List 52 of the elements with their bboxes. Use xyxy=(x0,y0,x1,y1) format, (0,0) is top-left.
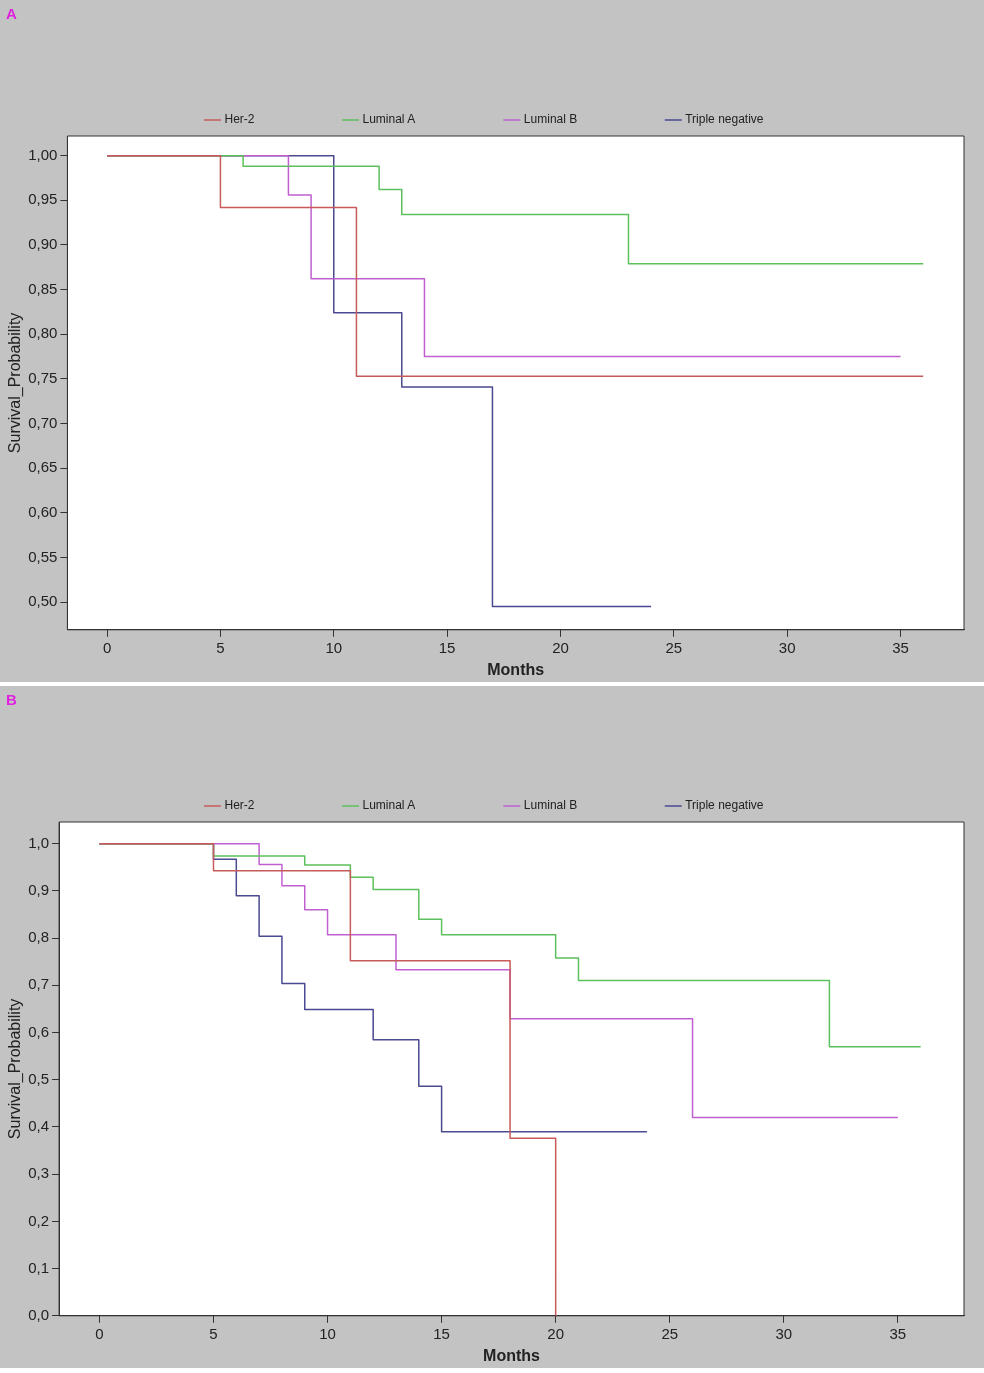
x-tick-label: 35 xyxy=(892,638,909,656)
chart-title: B xyxy=(6,691,17,709)
x-tick-label: 30 xyxy=(775,1324,793,1342)
x-axis-title: Months xyxy=(487,660,545,678)
x-tick-label: 15 xyxy=(433,1324,450,1342)
legend-label: Luminal A xyxy=(362,112,416,127)
x-tick-label: 15 xyxy=(438,638,456,656)
x-tick-label: 10 xyxy=(325,638,343,656)
x-tick-label: 20 xyxy=(547,1324,565,1342)
y-tick-label: 0,0 xyxy=(28,1305,50,1323)
x-tick-label: 20 xyxy=(552,638,569,656)
y-tick-label: 0,95 xyxy=(28,190,58,208)
y-tick-label: 0,4 xyxy=(28,1117,50,1135)
y-tick-label: 0,2 xyxy=(28,1211,50,1229)
legend-label: Luminal B xyxy=(523,112,578,127)
legend-label: Luminal A xyxy=(362,798,416,813)
legend-label: Her-2 xyxy=(224,112,255,127)
x-tick-label: 0 xyxy=(102,638,112,656)
x-tick-label: 35 xyxy=(889,1324,907,1342)
x-tick-label: 10 xyxy=(319,1324,336,1342)
y-tick-label: 0,85 xyxy=(28,279,58,297)
y-tick-label: 0,60 xyxy=(28,502,58,520)
y-tick-label: 1,0 xyxy=(28,833,50,851)
x-axis-title: Months xyxy=(483,1346,541,1364)
y-tick-label: 0,75 xyxy=(28,369,58,387)
y-tick-label: 0,5 xyxy=(28,1069,50,1087)
y-axis-title: Survival_Probability xyxy=(6,312,25,454)
y-axis-title: Survival_Probability xyxy=(6,998,25,1140)
y-tick-label: 0,65 xyxy=(28,458,58,476)
x-tick-label: 25 xyxy=(665,638,683,656)
y-tick-label: 0,70 xyxy=(28,413,58,431)
y-tick-label: 0,50 xyxy=(28,592,58,610)
y-tick-label: 0,1 xyxy=(28,1258,50,1276)
legend-label: Her-2 xyxy=(224,798,255,813)
x-tick-label: 5 xyxy=(216,638,225,656)
legend-label: Triple negative xyxy=(685,112,764,127)
x-tick-label: 25 xyxy=(661,1324,679,1342)
legend-label: Luminal B xyxy=(523,798,578,813)
y-tick-label: 0,90 xyxy=(28,235,58,253)
y-tick-label: 0,3 xyxy=(28,1164,50,1182)
y-tick-label: 0,7 xyxy=(28,975,50,993)
x-tick-label: 0 xyxy=(95,1324,104,1342)
y-tick-label: 1,00 xyxy=(28,145,58,163)
legend-label: Triple negative xyxy=(685,798,764,813)
x-tick-label: 30 xyxy=(778,638,796,656)
y-tick-label: 0,9 xyxy=(28,881,50,899)
y-tick-label: 0,80 xyxy=(28,324,58,342)
y-tick-label: 0,55 xyxy=(28,547,58,565)
chart-title: A xyxy=(6,5,17,23)
x-tick-label: 5 xyxy=(209,1324,218,1342)
y-tick-label: 0,6 xyxy=(28,1022,50,1040)
y-tick-label: 0,8 xyxy=(28,928,50,946)
